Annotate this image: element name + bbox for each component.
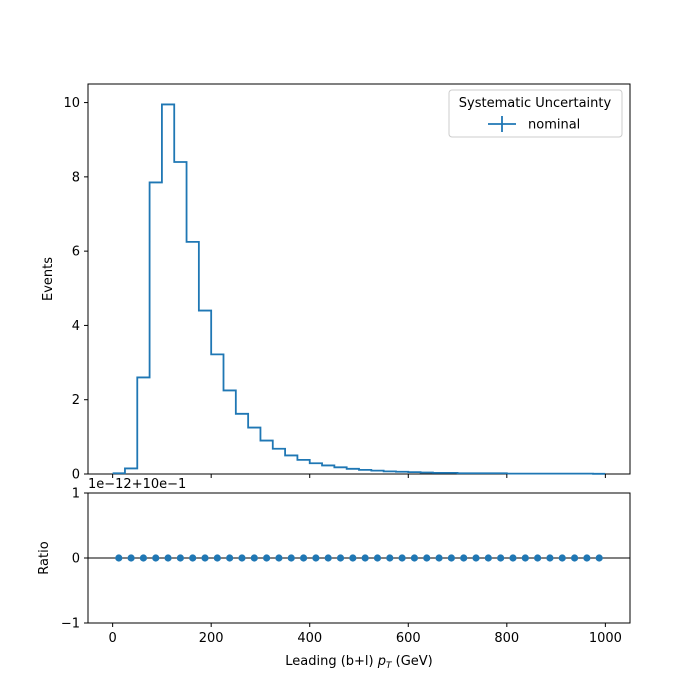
ratio-point bbox=[484, 554, 492, 562]
ratio-point bbox=[287, 554, 295, 562]
ratio-point bbox=[152, 554, 160, 562]
x-tick-label: 800 bbox=[494, 631, 519, 646]
x-tick-label: 600 bbox=[396, 631, 421, 646]
ratio-point bbox=[226, 554, 234, 562]
ratio-point bbox=[570, 554, 579, 562]
ratio-point bbox=[509, 554, 517, 562]
ratio-point bbox=[189, 554, 197, 562]
legend-title: Systematic Uncertainty bbox=[459, 96, 612, 111]
main-y-tick-label: 6 bbox=[72, 245, 80, 260]
main-y-ticks: 0 2 4 6 8 10 bbox=[63, 96, 88, 483]
main-y-tick-label: 0 bbox=[72, 468, 80, 483]
main-y-tick-label: 10 bbox=[63, 96, 80, 111]
ratio-point bbox=[447, 554, 455, 562]
ratio-y-ticks: −1 0 1 bbox=[61, 487, 88, 632]
ratio-y-axis-label: Ratio bbox=[37, 541, 52, 574]
ratio-point bbox=[127, 554, 135, 562]
ratio-offset-label: 1e−12+10e−1 bbox=[88, 477, 186, 492]
main-panel: 0 2 4 6 8 10 Events Systematic Uncertainty no… bbox=[41, 83, 631, 483]
main-y-tick-label: 2 bbox=[72, 393, 80, 408]
ratio-point bbox=[250, 554, 258, 562]
ratio-point bbox=[299, 554, 308, 562]
ratio-point bbox=[546, 554, 554, 562]
legend-marker-nominal bbox=[488, 116, 516, 132]
main-plot-frame bbox=[87, 83, 631, 475]
ratio-point bbox=[558, 554, 566, 562]
ratio-panel: −1 0 1 0 200 400 600 800 1000 1e−12+10e−1 Ratio… bbox=[37, 477, 631, 671]
ratio-point bbox=[472, 554, 480, 562]
ratio-point bbox=[164, 554, 172, 562]
ratio-point bbox=[410, 554, 419, 562]
x-tick-label: 0 bbox=[108, 631, 116, 646]
ratio-point bbox=[324, 554, 332, 562]
x-tick-label: 200 bbox=[199, 631, 224, 646]
x-axis-label: Leading (b+l) pT (GeV) bbox=[285, 654, 433, 671]
ratio-point bbox=[583, 554, 591, 562]
ratio-point bbox=[460, 554, 468, 562]
ratio-point bbox=[312, 554, 320, 562]
ratio-point bbox=[263, 554, 271, 562]
ratio-point bbox=[213, 554, 221, 562]
ratio-point bbox=[176, 554, 184, 562]
ratio-point bbox=[349, 554, 357, 562]
ratio-point bbox=[398, 554, 406, 562]
ratio-y-tick-label: 1 bbox=[72, 487, 80, 502]
ratio-point bbox=[115, 554, 123, 562]
main-y-tick-label: 4 bbox=[72, 319, 80, 334]
ratio-point bbox=[139, 554, 148, 562]
ratio-point bbox=[361, 554, 369, 562]
ratio-point bbox=[435, 554, 443, 562]
ratio-point bbox=[423, 554, 431, 562]
ratio-x-ticks: 0 200 400 600 800 1000 bbox=[108, 623, 622, 646]
ratio-point bbox=[497, 554, 505, 562]
main-y-tick-label: 8 bbox=[72, 170, 80, 185]
ratio-point bbox=[521, 554, 529, 562]
legend-entry-nominal: nominal bbox=[528, 118, 580, 133]
ratio-y-tick-label: 0 bbox=[72, 552, 80, 567]
ratio-point bbox=[373, 554, 382, 562]
x-tick-label: 1000 bbox=[589, 631, 622, 646]
nominal-histogram bbox=[112, 103, 606, 475]
ratio-point bbox=[275, 554, 283, 562]
ratio-point bbox=[201, 554, 209, 562]
legend-box bbox=[448, 89, 623, 138]
ratio-point bbox=[595, 554, 603, 562]
ratio-y-tick-label: −1 bbox=[61, 617, 80, 632]
ratio-points bbox=[115, 554, 603, 562]
legend: Systematic Uncertainty nominal bbox=[448, 89, 623, 138]
ratio-point bbox=[336, 554, 345, 562]
x-tick-label: 400 bbox=[297, 631, 322, 646]
main-x-ticks bbox=[112, 474, 606, 478]
ratio-point bbox=[534, 554, 542, 562]
ratio-point bbox=[238, 554, 246, 562]
main-y-axis-label: Events bbox=[41, 257, 56, 301]
ratio-point bbox=[386, 554, 394, 562]
